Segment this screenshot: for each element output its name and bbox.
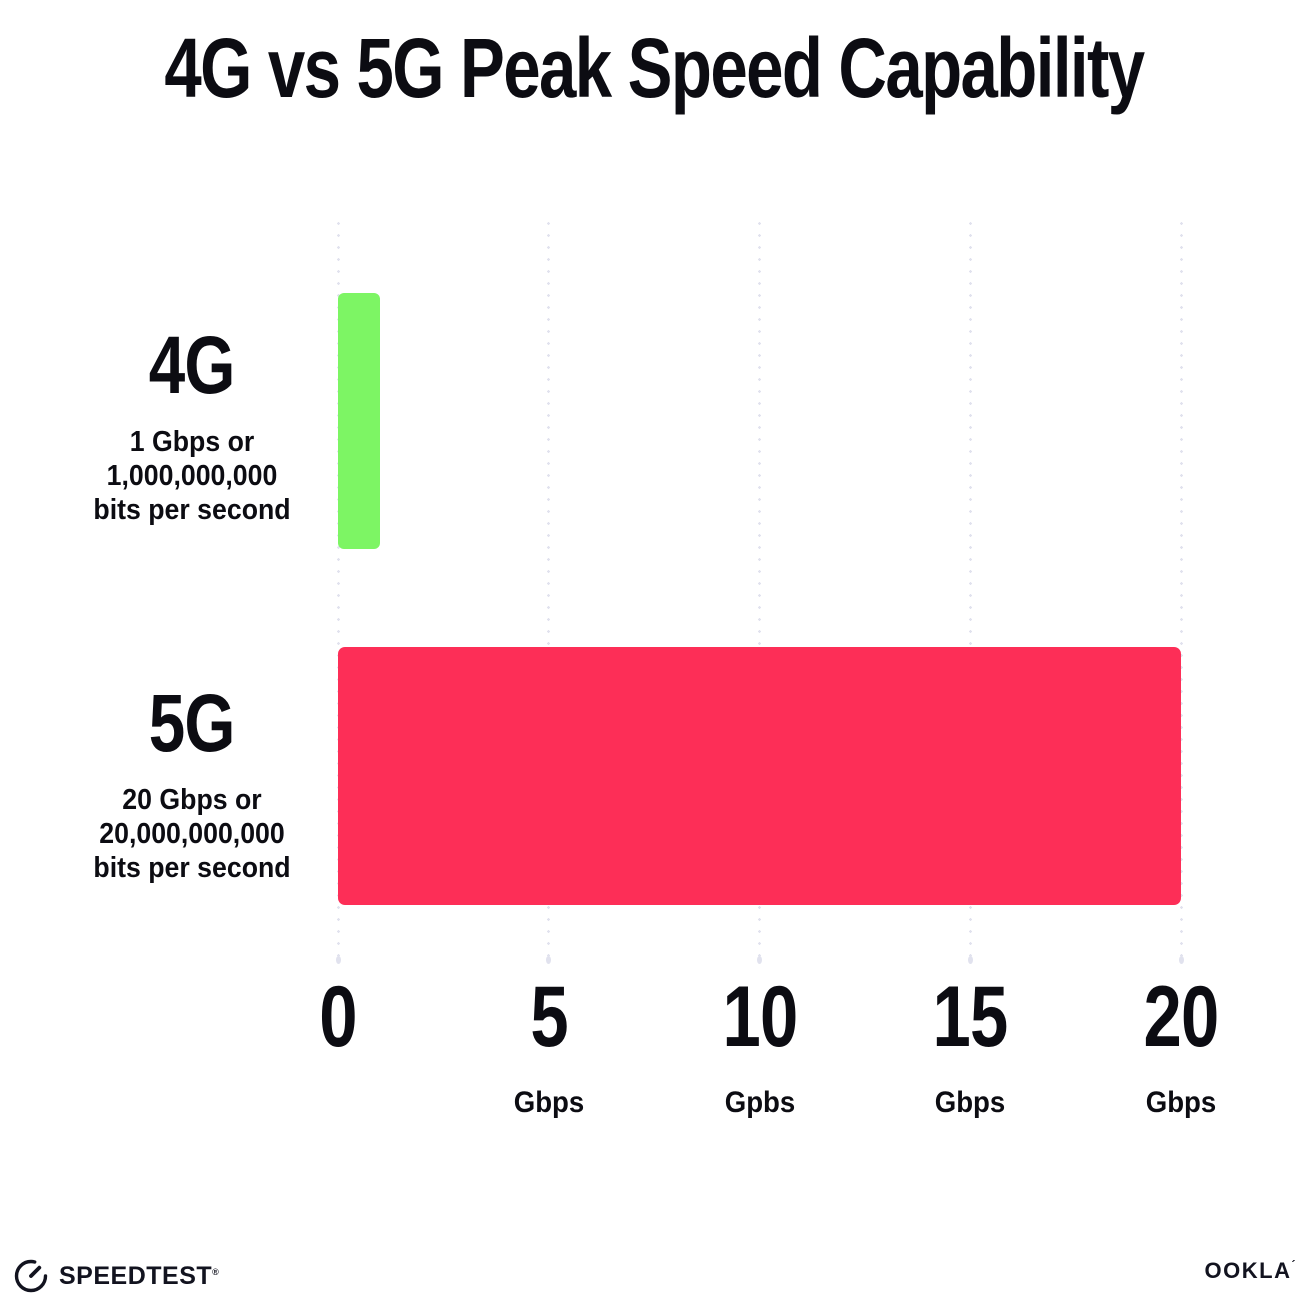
row-label-4g-subline-3: bits per second [93, 494, 291, 526]
row-label-5g-title: 5G [62, 678, 322, 783]
ookla-logo: OOKLA´ [1205, 1258, 1297, 1284]
speedtest-wordmark: SPEEDTEST® [59, 1262, 219, 1291]
x-tick-15: 15 Gbps [923, 969, 1017, 1120]
row-label-5g-subline-3: bits per second [93, 852, 291, 884]
gridline-5 [546, 222, 552, 964]
speedtest-wordmark-text: SPEEDTEST [59, 1261, 213, 1290]
x-tick-15-unit: Gbps [934, 1086, 1006, 1119]
row-label-4g-subline-1: 1 Gbps or [129, 426, 255, 458]
row-label-5g-subline-2: 20,000,000,000 [99, 818, 285, 850]
gridline-10 [757, 222, 762, 964]
ookla-wordmark-text: OOKLA [1204, 1258, 1292, 1283]
registered-trademark-mark: ® [212, 1266, 220, 1277]
x-tick-10-unit: Gpbs [724, 1086, 795, 1119]
row-label-5g-title-text: 5G [149, 678, 236, 769]
bar-5g [338, 647, 1181, 905]
row-label-4g-subline-2: 1,000,000,000 [106, 460, 278, 492]
x-tick-10-number: 10 [722, 969, 798, 1065]
gridline-15 [967, 222, 973, 964]
speedtest-gauge-icon [12, 1257, 50, 1295]
row-label-5g-subline-1: 20 Gbps or [122, 784, 262, 816]
x-tick-0: 0 [315, 969, 362, 1086]
gridline-0 [335, 222, 341, 964]
plot-area [335, 222, 1184, 964]
bar-4g [338, 293, 381, 549]
chart-title-text: 4G vs 5G Peak Speed Capability [164, 21, 1145, 115]
x-tick-10: 10 Gpbs [713, 969, 807, 1120]
x-tick-0-number: 0 [319, 969, 357, 1065]
chart-title: 4G vs 5G Peak Speed Capability [0, 20, 1308, 117]
x-tick-20-unit: Gbps [1145, 1086, 1217, 1119]
row-label-4g-title-text: 4G [149, 320, 236, 411]
gridline-20 [1178, 222, 1184, 964]
speedtest-logo: SPEEDTEST® [12, 1257, 219, 1295]
row-label-5g: 5G 20 Gbps or 20,000,000,000 bits per se… [62, 678, 322, 885]
x-tick-20-number: 20 [1143, 969, 1220, 1065]
x-tick-20: 20 Gbps [1134, 969, 1228, 1120]
x-tick-5-unit: Gbps [513, 1086, 585, 1119]
ookla-wordmark: OOKLA´ [1205, 1258, 1297, 1283]
x-axis: 0 5 Gbps 10 Gpbs 15 Gbps 20 Gbps [319, 974, 1219, 1119]
row-label-4g-title: 4G [62, 320, 322, 425]
ookla-trademark-mark: ´ [1291, 1258, 1297, 1272]
row-label-4g: 4G 1 Gbps or 1,000,000,000 bits per seco… [62, 320, 322, 527]
x-tick-5: 5 Gbps [510, 969, 587, 1120]
x-tick-15-number: 15 [932, 969, 1009, 1065]
x-tick-5-number: 5 [530, 969, 568, 1065]
